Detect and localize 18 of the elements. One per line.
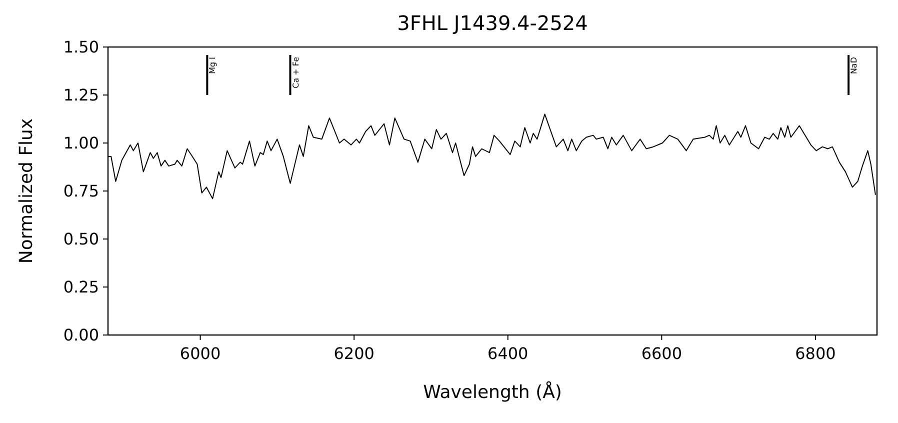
ref-line-label: Mg I [208, 57, 218, 74]
x-tick-label: 6600 [641, 344, 682, 363]
x-tick-label: 6400 [488, 344, 528, 363]
y-tick-label: 0.75 [63, 182, 99, 201]
y-tick-label: 0.25 [63, 278, 99, 297]
y-tick-label: 0.00 [63, 326, 99, 345]
x-tick-label: 6200 [334, 344, 374, 363]
y-axis-title: Normalized Flux [16, 118, 37, 264]
x-axis-title: Wavelength (Å) [423, 381, 562, 403]
ref-line-label: Ca + Fe [291, 56, 300, 88]
x-tick-label: 6800 [795, 344, 836, 363]
y-tick-label: 0.50 [63, 230, 99, 249]
x-tick-label: 6000 [180, 344, 221, 363]
ref-line-label: NaD [850, 57, 859, 74]
y-tick-label: 1.25 [63, 86, 99, 105]
y-tick-label: 1.50 [63, 38, 99, 57]
y-tick-label: 1.00 [63, 134, 99, 153]
chart-title: 3FHL J1439.4-2524 [397, 11, 588, 35]
